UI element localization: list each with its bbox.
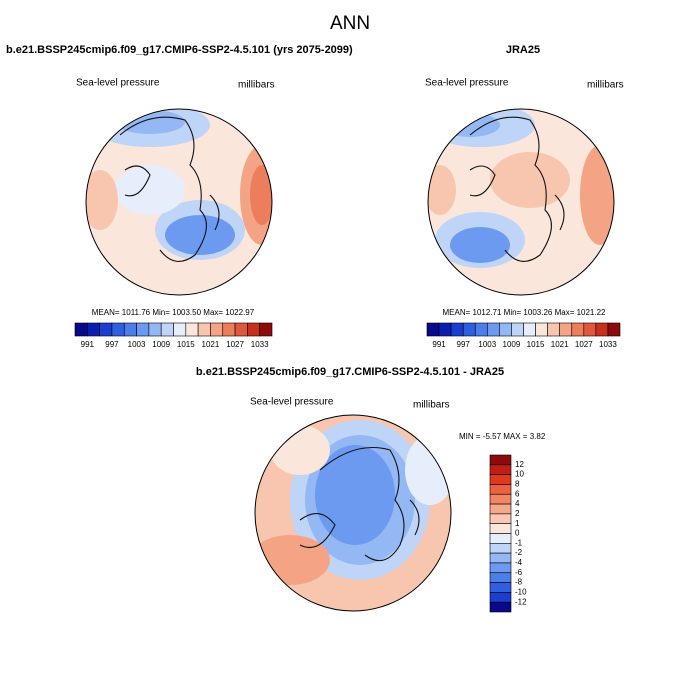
colorbar-box	[489, 552, 512, 564]
colorbar-label: -1	[515, 538, 523, 547]
colorbar-label: 991	[81, 340, 95, 349]
colorbar-box	[489, 592, 512, 603]
colorbar-label: 1003	[128, 340, 146, 349]
colorbar-box	[489, 474, 512, 485]
colorbar-label: -4	[515, 558, 523, 567]
colorbar-box	[450, 322, 464, 337]
colorbar-label: -6	[515, 568, 523, 577]
variable-label: Sea-level pressure	[425, 78, 509, 89]
colorbar-box	[197, 322, 211, 337]
colorbar-box	[559, 322, 573, 337]
units-label: millibars	[238, 80, 275, 91]
colorbar-box	[489, 533, 512, 544]
colorbar-label: 2	[515, 509, 520, 518]
colorbar-box	[523, 322, 536, 337]
colorbar-label: 997	[105, 340, 119, 349]
colorbar-box	[160, 322, 174, 337]
colorbar-label: -12	[515, 597, 527, 606]
colorbar-label: 0	[515, 529, 520, 538]
stats-label: MIN = -5.57 MAX = 3.82	[459, 432, 546, 441]
colorbar-label: 1015	[527, 340, 545, 349]
colorbar-box	[489, 503, 512, 515]
map-frame	[427, 108, 615, 296]
colorbar-box	[259, 322, 273, 337]
colorbar-box	[462, 322, 476, 337]
colorbar-box	[426, 322, 440, 337]
colorbar-label: 1033	[599, 340, 617, 349]
colorbar-box	[148, 322, 162, 337]
colorbar-label: -8	[515, 578, 523, 587]
colorbar-label: 1027	[575, 340, 593, 349]
colorbar-box	[511, 322, 524, 337]
colorbar-label: 1	[515, 519, 520, 528]
figure-title: ANN	[330, 13, 370, 34]
colorbar-box	[547, 322, 560, 337]
colorbar-box	[489, 523, 512, 534]
panel-title: JRA25	[506, 44, 540, 56]
stats-label: MEAN= 1012.71 Min= 1003.26 Max= 1021.22	[443, 308, 607, 317]
colorbar-box	[210, 322, 224, 337]
map-frame	[85, 108, 273, 296]
colorbar-label: 1033	[251, 340, 269, 349]
colorbar-label: 997	[457, 340, 471, 349]
units-label: millibars	[587, 80, 624, 91]
variable-label: Sea-level pressure	[250, 397, 334, 408]
colorbar-box	[571, 322, 585, 337]
colorbar-box	[185, 322, 199, 337]
map-frame	[254, 414, 452, 612]
colorbar-label: 1003	[478, 340, 496, 349]
colorbar-label: 1009	[503, 340, 521, 349]
colorbar-label: -10	[515, 587, 527, 596]
colorbar-label: 1009	[152, 340, 170, 349]
colorbar-box	[87, 322, 100, 337]
colorbar-label: 8	[515, 480, 520, 489]
colorbar-box	[535, 322, 548, 337]
colorbar-box	[74, 322, 88, 337]
colorbar-box	[489, 493, 512, 505]
colorbar-box	[487, 322, 500, 337]
colorbar-box	[489, 582, 512, 593]
colorbar-label: 991	[432, 340, 446, 349]
colorbar-label: 10	[515, 470, 524, 479]
colorbar-box	[489, 543, 512, 554]
colorbar-box	[136, 322, 150, 337]
colorbar-label: 1021	[202, 340, 220, 349]
map	[428, 109, 614, 295]
colorbar-box	[173, 322, 187, 337]
colorbar-box	[607, 322, 621, 337]
colorbar-label: 12	[515, 460, 524, 469]
colorbar-box	[111, 322, 125, 337]
colorbar-box	[474, 322, 488, 337]
panel-title: b.e21.BSSP245cmip6.f09_g17.CMIP6-SSP2-4.…	[6, 44, 353, 56]
colorbar-box	[438, 322, 452, 337]
colorbar-box	[222, 322, 236, 337]
colorbar-label: 6	[515, 489, 520, 498]
colorbar-label: 1021	[551, 340, 569, 349]
colorbar-box	[489, 601, 512, 613]
variable-label: Sea-level pressure	[76, 78, 160, 89]
colorbar-box	[583, 322, 597, 337]
colorbar-box	[489, 464, 512, 475]
colorbar-box	[247, 322, 260, 337]
colorbar-label: 1027	[226, 340, 244, 349]
colorbar-box	[489, 484, 512, 495]
colorbar-box	[99, 322, 113, 337]
colorbar-box	[489, 454, 512, 466]
map	[86, 109, 272, 295]
colorbar-box	[489, 572, 512, 583]
stats-label: MEAN= 1011.76 Min= 1003.50 Max= 1022.97	[92, 308, 255, 317]
colorbar-box	[234, 322, 248, 337]
panel-title: b.e21.BSSP245cmip6.f09_g17.CMIP6-SSP2-4.…	[196, 366, 504, 378]
colorbar-box	[123, 322, 137, 337]
colorbar-box	[489, 562, 512, 574]
units-label: millibars	[413, 400, 450, 411]
colorbar-box	[499, 322, 512, 337]
colorbar-label: -2	[515, 548, 523, 557]
colorbar-label: 4	[515, 499, 520, 508]
colorbar-box	[489, 513, 512, 524]
colorbar-box	[595, 322, 609, 337]
colorbar-label: 1015	[177, 340, 195, 349]
map	[255, 415, 451, 611]
